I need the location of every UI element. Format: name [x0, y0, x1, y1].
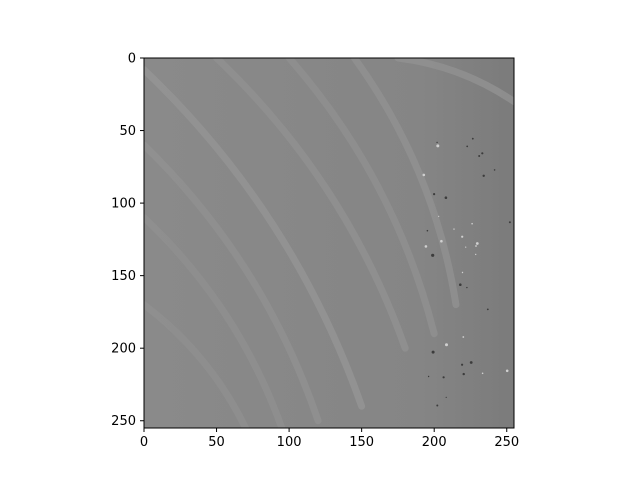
- speck-25: [431, 350, 435, 354]
- speck-12: [475, 242, 479, 245]
- streak-1: [144, 141, 322, 425]
- speck-31: [426, 229, 429, 232]
- speck-11: [442, 376, 445, 379]
- speck-39: [461, 235, 464, 238]
- y-tick-label-0: 0: [128, 52, 136, 67]
- speck-29: [469, 361, 473, 364]
- streak-7: [394, 58, 514, 106]
- speck-23: [475, 253, 477, 256]
- speck-10: [453, 228, 455, 230]
- speck-7: [459, 283, 462, 287]
- x-tick-label-1: 50: [208, 435, 225, 450]
- streak-6: [350, 58, 460, 309]
- x-tick-label-0: 0: [140, 435, 148, 450]
- speck-24: [462, 372, 465, 376]
- speck-6: [431, 253, 435, 257]
- speck-19: [505, 369, 509, 373]
- speck-28: [436, 141, 438, 144]
- x-tick-label-4: 200: [422, 435, 447, 450]
- speck-35: [462, 336, 465, 338]
- speck-20: [471, 137, 474, 140]
- speck-17: [444, 196, 448, 199]
- speck-22: [445, 396, 447, 398]
- y-tick-label-2: 100: [111, 197, 136, 212]
- speck-group: [422, 137, 511, 407]
- speck-2: [475, 245, 477, 247]
- speck-26: [422, 173, 426, 177]
- speck-38: [438, 215, 440, 217]
- y-tick-label-5: 250: [111, 414, 136, 429]
- speck-9: [471, 222, 473, 225]
- speck-37: [427, 375, 430, 378]
- streak-3: [144, 301, 250, 428]
- y-tick-label-4: 200: [111, 342, 136, 357]
- speck-5: [436, 144, 440, 148]
- speck-18: [445, 343, 448, 347]
- streak-4: [213, 58, 409, 352]
- streak-5: [285, 58, 438, 338]
- y-tick-label-1: 50: [119, 124, 136, 139]
- speck-30: [466, 145, 469, 148]
- streak-0: [144, 66, 366, 410]
- x-tick-label-3: 150: [349, 435, 374, 450]
- axes-frame: [143, 57, 515, 429]
- x-tick-label-5: 250: [494, 435, 519, 450]
- speck-21: [440, 239, 443, 243]
- speck-0: [466, 286, 468, 289]
- speck-32: [493, 169, 496, 171]
- speck-33: [478, 155, 481, 157]
- speck-4: [482, 174, 485, 177]
- image-heatmap: [144, 58, 514, 428]
- speck-16: [461, 363, 464, 366]
- x-tick-label-2: 100: [277, 435, 302, 450]
- speck-8: [436, 404, 439, 407]
- speck-14: [424, 245, 428, 248]
- speck-34: [465, 246, 467, 248]
- speck-36: [486, 308, 489, 311]
- speck-3: [481, 152, 484, 155]
- streak-2: [144, 214, 286, 428]
- y-tick-label-3: 150: [111, 269, 136, 284]
- speck-13: [433, 193, 436, 196]
- speck-1: [461, 271, 464, 274]
- streak-group: [144, 58, 514, 428]
- y-axis: 0 50 100 150 200 250: [111, 52, 144, 429]
- x-axis: 0 50 100 150 200 250: [140, 428, 519, 450]
- speck-15: [508, 221, 511, 224]
- speck-27: [481, 372, 484, 375]
